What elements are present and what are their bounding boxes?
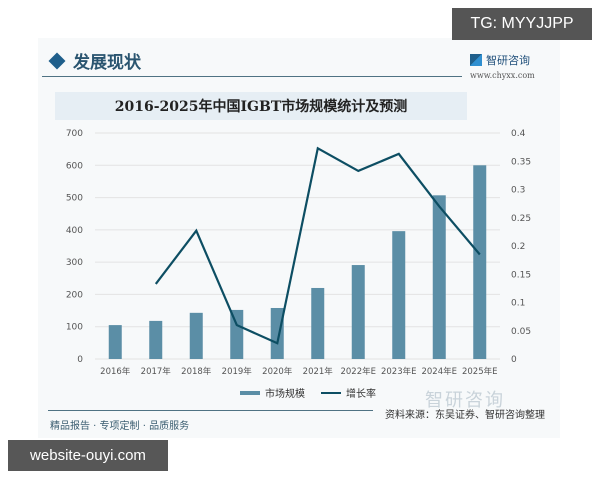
svg-text:400: 400	[66, 226, 83, 236]
svg-text:100: 100	[66, 323, 83, 333]
svg-text:2017年: 2017年	[141, 366, 172, 377]
svg-text:0.25: 0.25	[511, 214, 531, 224]
svg-text:0.15: 0.15	[511, 270, 531, 280]
svg-text:0.05: 0.05	[511, 327, 531, 337]
legend-label: 增长率	[346, 389, 376, 400]
svg-text:200: 200	[66, 290, 83, 300]
svg-text:0.2: 0.2	[511, 242, 525, 252]
chart-title: 2016-2025年中国IGBT市场规模统计及预测	[114, 99, 408, 115]
bar-swatch-icon	[240, 390, 260, 395]
x-axis-ticks: 2016年 2017年 2018年 2019年 2020年 2021年 2022年E 2023…	[100, 366, 497, 377]
svg-text:0.35: 0.35	[511, 157, 531, 167]
svg-text:2019年: 2019年	[222, 366, 253, 377]
svg-text:0.4: 0.4	[511, 129, 526, 139]
legend-item-market-size: 市场规模	[240, 385, 305, 400]
watermark: 智研咨询	[425, 390, 505, 411]
section-header: 发展现状	[45, 48, 141, 73]
brand-url: www.chyxx.com	[470, 71, 535, 80]
svg-text:2022年E: 2022年E	[340, 366, 376, 377]
svg-text:0: 0	[77, 355, 83, 365]
svg-text:2018年: 2018年	[181, 366, 212, 377]
bar-series	[108, 165, 487, 359]
chart-legend: 市场规模 增长率	[240, 385, 376, 400]
right-axis-ticks: 0 0.05 0.1 0.15 0.2 0.25 0.3 0.35 0.4	[511, 129, 531, 365]
legend-item-growth-rate: 增长率	[321, 385, 376, 400]
brand-logo-icon	[470, 54, 482, 66]
svg-text:0.1: 0.1	[511, 299, 525, 309]
svg-text:2020年: 2020年	[262, 366, 293, 377]
line-swatch-icon	[321, 391, 341, 394]
growth-line-series	[154, 146, 481, 345]
svg-text:500: 500	[66, 194, 83, 204]
svg-text:2025年E: 2025年E	[462, 366, 498, 377]
svg-text:2021年: 2021年	[303, 366, 334, 377]
slogan: 精品报告 · 专项定制 · 品质服务	[50, 421, 190, 432]
legend-label: 市场规模	[265, 389, 305, 400]
svg-text:2023年E: 2023年E	[381, 366, 417, 377]
source-note: 资料来源：东吴证券、智研咨询整理	[385, 410, 545, 421]
site-badge: website-ouyi.com	[8, 440, 168, 471]
grid-lines	[95, 132, 500, 360]
footer-divider	[48, 410, 373, 411]
svg-text:300: 300	[66, 258, 83, 268]
section-title: 发展现状	[73, 53, 141, 73]
brand-block: 智研咨询 www.chyxx.com	[470, 52, 570, 80]
svg-text:700: 700	[66, 129, 83, 139]
svg-text:2016年: 2016年	[100, 366, 131, 377]
left-axis-ticks: 0 100 200 300 400 500 600 700	[66, 129, 83, 365]
svg-text:600: 600	[66, 161, 83, 171]
brand-name: 智研咨询	[486, 54, 530, 67]
svg-text:2024年E: 2024年E	[421, 366, 457, 377]
tg-badge: TG: MYYJJPP	[452, 8, 592, 40]
svg-text:0: 0	[511, 355, 517, 365]
svg-text:0.3: 0.3	[511, 186, 525, 196]
header-divider	[42, 76, 462, 77]
chart-title-band: 2016-2025年中国IGBT市场规模统计及预测	[55, 92, 467, 120]
